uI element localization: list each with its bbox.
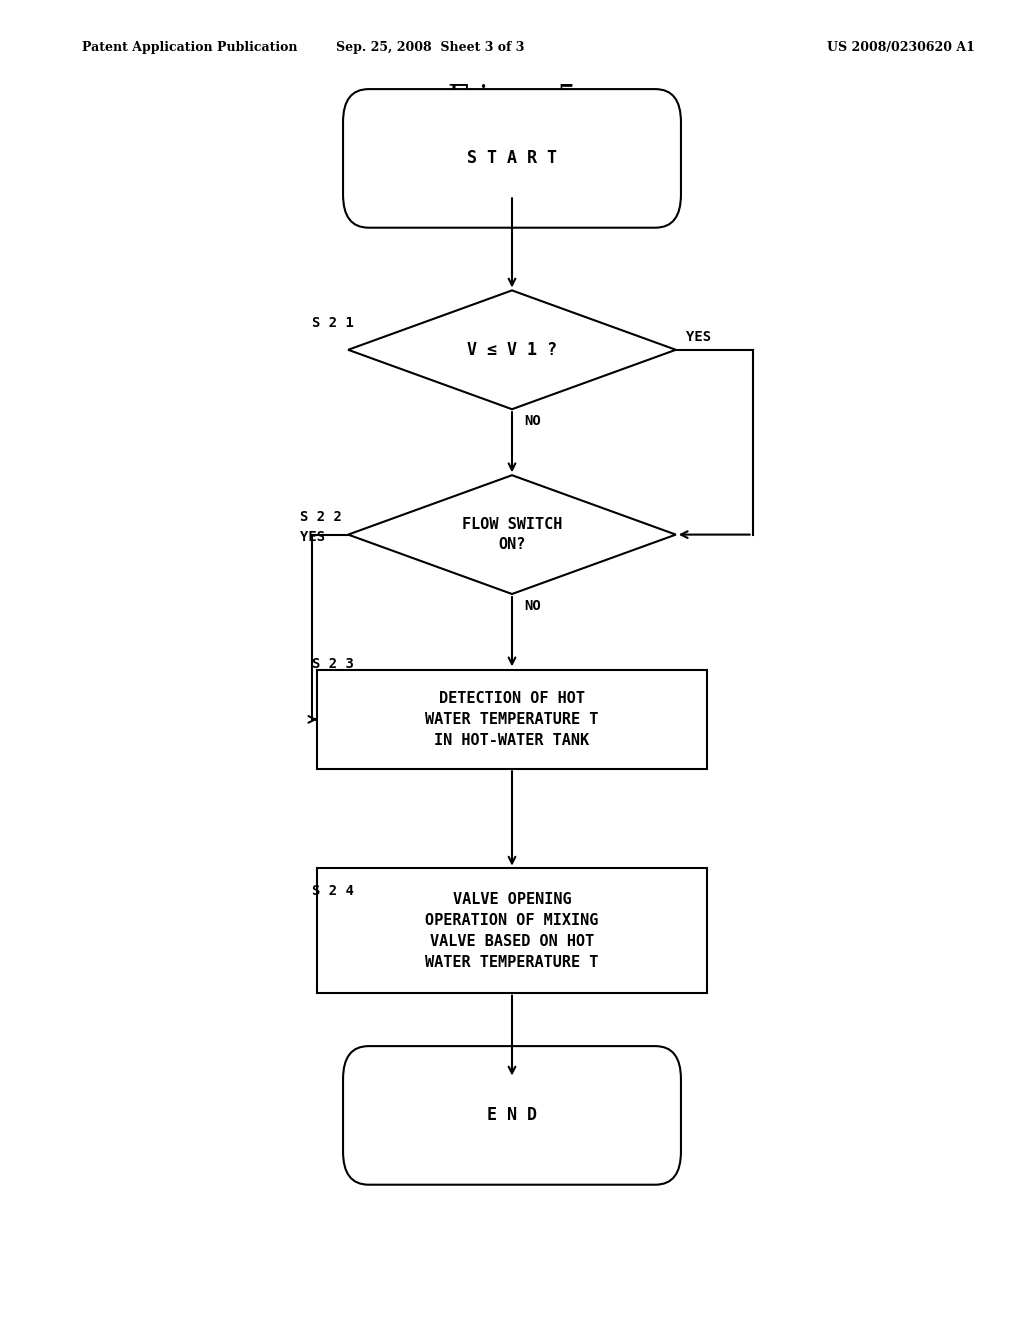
Text: E N D: E N D xyxy=(487,1106,537,1125)
Text: S 2 3: S 2 3 xyxy=(312,657,354,671)
Text: Patent Application Publication: Patent Application Publication xyxy=(82,41,297,54)
FancyBboxPatch shape xyxy=(343,88,681,227)
Text: US 2008/0230620 A1: US 2008/0230620 A1 xyxy=(827,41,975,54)
Text: S 2 4: S 2 4 xyxy=(312,884,354,898)
Text: F i g .  5: F i g . 5 xyxy=(447,83,577,115)
Text: DETECTION OF HOT
WATER TEMPERATURE T
IN HOT-WATER TANK: DETECTION OF HOT WATER TEMPERATURE T IN … xyxy=(425,690,599,748)
Text: S T A R T: S T A R T xyxy=(467,149,557,168)
Polygon shape xyxy=(348,475,676,594)
Text: S 2 1: S 2 1 xyxy=(312,317,354,330)
Text: VALVE OPENING
OPERATION OF MIXING
VALVE BASED ON HOT
WATER TEMPERATURE T: VALVE OPENING OPERATION OF MIXING VALVE … xyxy=(425,891,599,970)
Text: FLOW SWITCH
ON?: FLOW SWITCH ON? xyxy=(462,517,562,552)
Text: YES: YES xyxy=(300,531,326,544)
Polygon shape xyxy=(348,290,676,409)
FancyBboxPatch shape xyxy=(317,869,707,993)
Text: S 2 2: S 2 2 xyxy=(300,511,342,524)
FancyBboxPatch shape xyxy=(317,671,707,768)
Text: NO: NO xyxy=(524,599,541,614)
Text: YES: YES xyxy=(686,330,712,343)
Text: NO: NO xyxy=(524,414,541,429)
Text: Sep. 25, 2008  Sheet 3 of 3: Sep. 25, 2008 Sheet 3 of 3 xyxy=(336,41,524,54)
Text: V ≤ V 1 ?: V ≤ V 1 ? xyxy=(467,341,557,359)
FancyBboxPatch shape xyxy=(343,1045,681,1185)
